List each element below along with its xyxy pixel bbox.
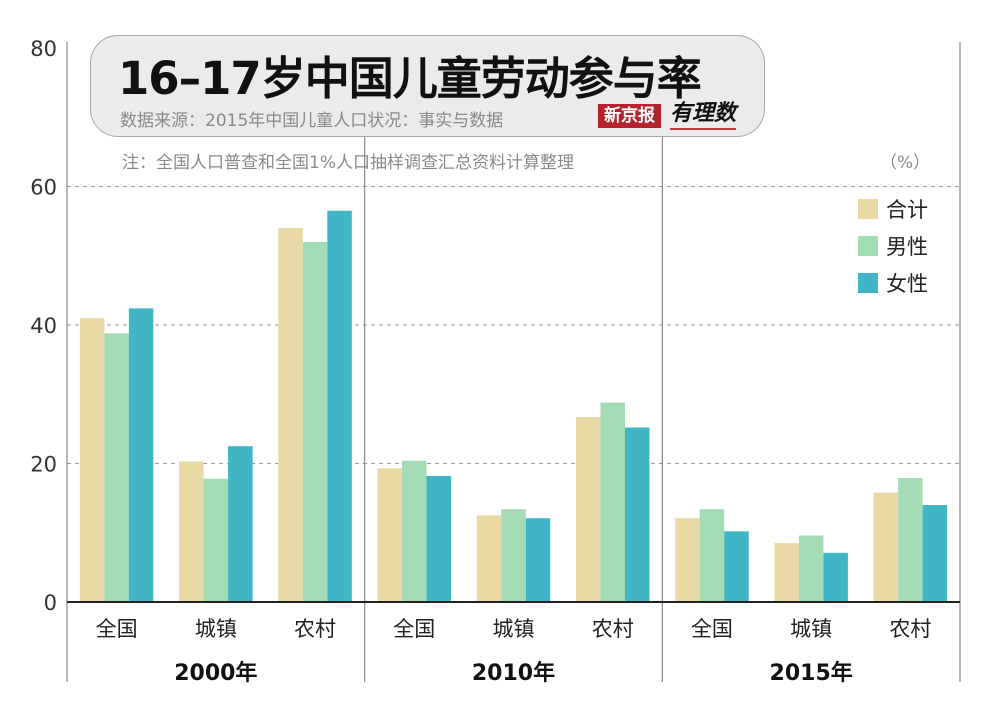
bar-total	[675, 518, 700, 602]
x-group-label: 2010年	[472, 660, 555, 686]
bar-total	[278, 228, 303, 603]
bar-female	[823, 552, 848, 602]
bar-female	[525, 518, 551, 602]
legend-label-male: 男性	[886, 235, 928, 259]
y-tick-label: 60	[30, 176, 57, 200]
chart-note: 注：全国人口普查和全国1%人口抽样调查汇总资料计算整理	[122, 153, 574, 173]
bar-total	[79, 318, 105, 602]
x-category-label: 农村	[294, 617, 336, 641]
x-group-label: 2000年	[174, 660, 257, 686]
bar-male	[104, 333, 129, 602]
legend-swatch-male	[858, 236, 878, 256]
bar-female	[426, 475, 452, 602]
bar-male	[600, 402, 625, 602]
y-tick-label: 80	[30, 37, 57, 61]
bar-total	[476, 515, 502, 602]
x-category-label: 农村	[592, 617, 634, 641]
chart-source: 数据来源：2015年中国儿童人口状况：事实与数据	[120, 111, 504, 131]
legend-label-female: 女性	[886, 272, 928, 296]
y-tick-label: 0	[44, 591, 57, 615]
x-category-label: 全国	[96, 617, 138, 641]
x-category-label: 城镇	[493, 617, 535, 641]
logo-sub-text: 有理数	[670, 98, 737, 130]
chart-title: 16–17岁中国儿童劳动参与率	[118, 52, 702, 105]
x-category-label: 全国	[393, 617, 435, 641]
legend-swatch-female	[858, 273, 878, 293]
bar-total	[774, 543, 799, 602]
x-category-label: 城镇	[195, 617, 237, 641]
bar-male	[699, 509, 725, 602]
bar-male	[402, 460, 427, 602]
y-tick-label: 40	[30, 314, 57, 338]
unit-label: （%）	[880, 153, 931, 173]
bar-male	[302, 241, 328, 602]
bar-total	[873, 492, 899, 602]
y-tick-label: 20	[30, 453, 57, 477]
bar-male	[898, 478, 923, 602]
bar-female	[228, 446, 253, 602]
x-group-label: 2015年	[770, 660, 853, 686]
publisher-logo: 新京报 有理数	[598, 100, 737, 132]
x-category-label: 城镇	[790, 617, 832, 641]
legend-swatch-total	[858, 199, 878, 219]
bar-male	[798, 535, 824, 602]
bar-female	[624, 427, 650, 602]
bar-male	[501, 509, 526, 602]
bar-total	[377, 468, 403, 602]
bar-male	[203, 478, 229, 602]
bar-total	[575, 417, 601, 602]
bar-female	[327, 210, 352, 603]
bar-female	[922, 505, 948, 602]
bar-total	[179, 461, 204, 602]
bar-female	[128, 308, 154, 602]
x-category-label: 农村	[889, 617, 931, 641]
bar-female	[724, 531, 749, 602]
legend-label-total: 合计	[886, 198, 928, 222]
x-category-label: 全国	[691, 617, 733, 641]
logo-main-text: 新京报	[598, 104, 661, 128]
